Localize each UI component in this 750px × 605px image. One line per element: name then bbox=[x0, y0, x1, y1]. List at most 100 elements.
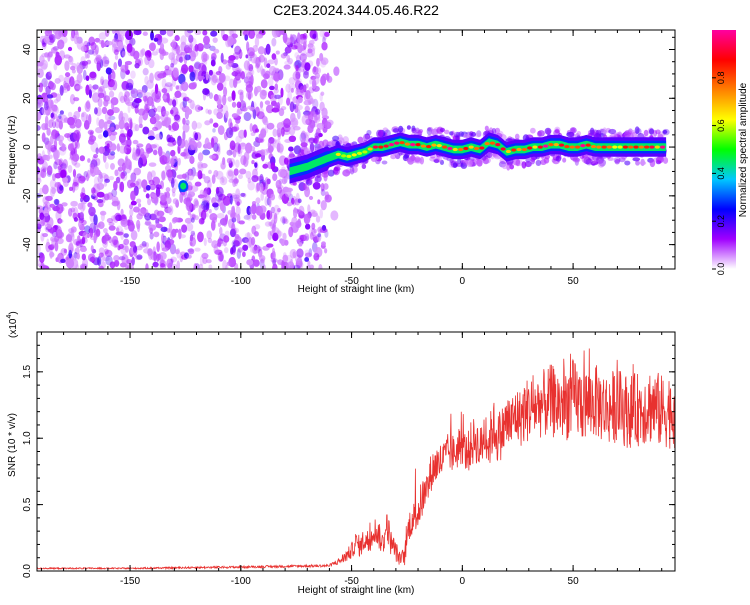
noise-speckle bbox=[197, 152, 204, 162]
noise-speckle bbox=[151, 100, 155, 107]
trace-halo bbox=[342, 169, 351, 177]
trace-core bbox=[612, 145, 618, 149]
noise-speckle bbox=[145, 263, 149, 269]
trace-halo bbox=[470, 131, 477, 137]
snr-multiplier-exp: 4 bbox=[6, 315, 13, 319]
noise-speckle bbox=[243, 76, 249, 84]
noise-speckle bbox=[234, 198, 242, 206]
noise-speckle bbox=[183, 148, 188, 160]
noise-speckle bbox=[135, 145, 141, 156]
noise-speckle bbox=[77, 235, 81, 242]
noise-speckle bbox=[230, 228, 236, 238]
trace-halo bbox=[390, 154, 397, 160]
noise-speckle bbox=[210, 220, 216, 231]
noise-speckle bbox=[221, 177, 225, 183]
noise-speckle bbox=[215, 191, 223, 202]
trace-halo bbox=[643, 129, 649, 137]
colorbar-ticks: 0.0 0.2 0.4 0.6 0.8 bbox=[712, 72, 726, 275]
noise-speckle bbox=[239, 168, 247, 175]
noise-speckle bbox=[160, 37, 169, 44]
noise-speckle bbox=[317, 233, 321, 238]
noise-speckle bbox=[280, 239, 286, 246]
trace-halo bbox=[363, 133, 369, 142]
noise-speckle bbox=[160, 226, 168, 233]
noise-speckle bbox=[85, 84, 90, 96]
noise-speckle bbox=[49, 251, 55, 258]
noise-speckle bbox=[42, 209, 50, 217]
noise-speckle bbox=[57, 39, 65, 50]
noise-speckle bbox=[58, 219, 64, 224]
noise-speckle bbox=[154, 120, 162, 131]
noise-speckle bbox=[120, 64, 129, 73]
noise-speckle bbox=[237, 247, 243, 253]
noise-speckle bbox=[134, 104, 139, 114]
noise-speckle bbox=[114, 54, 119, 60]
noise-speckle bbox=[72, 153, 80, 162]
noise-speckle bbox=[281, 194, 288, 202]
noise-speckle bbox=[270, 94, 275, 100]
noise-speckle bbox=[61, 169, 67, 179]
noise-speckle bbox=[161, 106, 166, 117]
noise-speckle bbox=[56, 237, 64, 245]
noise-speckle bbox=[279, 147, 284, 155]
trace-halo bbox=[555, 155, 562, 162]
noise-speckle bbox=[248, 56, 252, 62]
noise-speckle bbox=[106, 143, 110, 149]
noise-speckle bbox=[243, 107, 248, 112]
noise-speckle bbox=[81, 236, 86, 245]
noise-speckle bbox=[88, 89, 92, 99]
noise-speckle bbox=[131, 100, 140, 109]
noise-speckle bbox=[69, 186, 73, 192]
noise-speckle bbox=[104, 178, 110, 183]
trace-halo bbox=[426, 127, 432, 136]
noise-speckle bbox=[265, 104, 274, 114]
noise-speckle bbox=[287, 261, 295, 269]
trace-core bbox=[511, 148, 517, 152]
noise-speckle bbox=[166, 92, 170, 104]
noise-speckle bbox=[320, 200, 327, 211]
noise-speckle bbox=[313, 252, 320, 261]
trace-halo bbox=[458, 131, 465, 137]
noise-speckle bbox=[225, 127, 234, 139]
noise-speckle bbox=[76, 73, 83, 84]
noise-speckle bbox=[219, 226, 223, 236]
noise-speckle bbox=[290, 87, 294, 93]
noise-speckle bbox=[124, 91, 130, 98]
noise-speckle bbox=[278, 108, 285, 117]
noise-speckle bbox=[37, 61, 44, 67]
noise-speckle bbox=[73, 217, 79, 222]
noise-speckle bbox=[96, 191, 105, 198]
trace-halo bbox=[546, 129, 551, 136]
noise-speckle bbox=[86, 169, 91, 179]
noise-speckle bbox=[320, 91, 325, 96]
noise-speckle bbox=[57, 165, 63, 171]
noise-speckle bbox=[149, 116, 157, 125]
x-tick-label: -100 bbox=[231, 276, 251, 287]
noise-speckle bbox=[231, 126, 238, 133]
trace-core bbox=[479, 146, 485, 150]
noise-speckle bbox=[120, 262, 127, 268]
noise-speckle bbox=[164, 239, 172, 248]
noise-speckle bbox=[103, 95, 111, 102]
noise-speckle bbox=[311, 227, 316, 237]
noise-speckle bbox=[115, 231, 124, 236]
noise-speckle bbox=[63, 76, 71, 85]
trace-halo bbox=[493, 155, 502, 160]
noise-speckle bbox=[103, 54, 107, 65]
noise-speckle bbox=[37, 223, 42, 230]
noise-speckle bbox=[93, 153, 99, 159]
trace-halo bbox=[332, 135, 340, 142]
noise-speckle bbox=[48, 141, 52, 152]
noise-speckle bbox=[103, 180, 108, 187]
noise-speckle bbox=[41, 132, 46, 143]
noise-speckle bbox=[194, 132, 199, 141]
noise-speckle bbox=[183, 197, 191, 205]
noise-speckle bbox=[136, 143, 144, 148]
x-tick-label: -50 bbox=[344, 576, 359, 587]
noise-speckle bbox=[53, 98, 59, 104]
noise-speckle bbox=[217, 125, 225, 136]
noise-speckle bbox=[125, 30, 133, 40]
noise-speckle bbox=[142, 110, 149, 121]
trace-core bbox=[527, 146, 533, 150]
noise-speckle bbox=[113, 254, 120, 262]
